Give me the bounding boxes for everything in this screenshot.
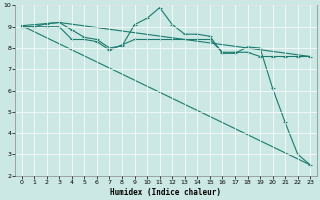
- X-axis label: Humidex (Indice chaleur): Humidex (Indice chaleur): [110, 188, 221, 197]
